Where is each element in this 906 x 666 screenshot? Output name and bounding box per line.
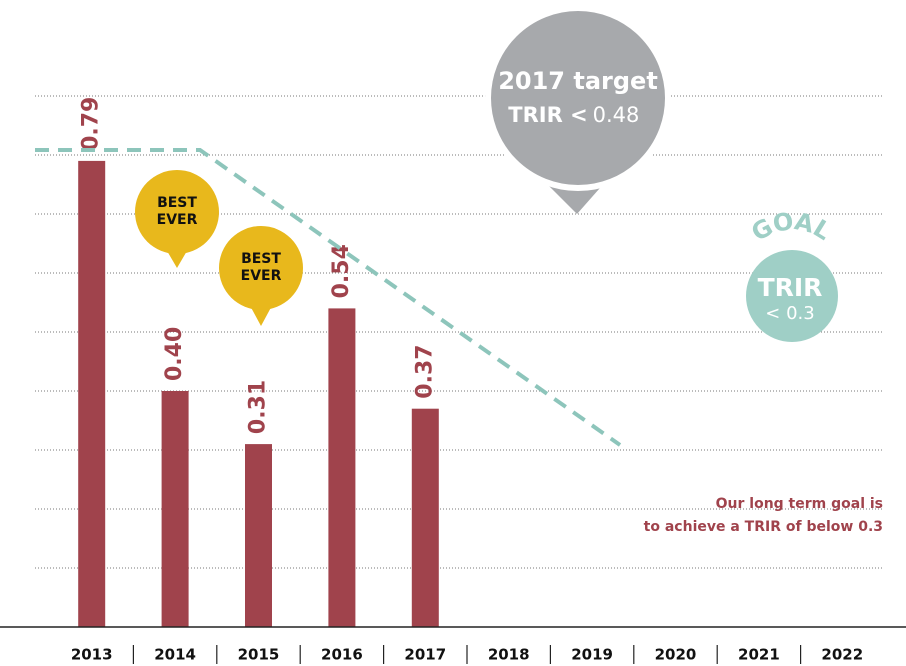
bars: 0.79 0.40 0.31 0.54 0.37 <box>78 97 439 627</box>
value-label: 0.54 <box>329 244 354 298</box>
goal-badge: GOAL TRIR < 0.3 <box>746 207 838 342</box>
value-label: 0.40 <box>162 327 187 381</box>
bar <box>161 391 189 627</box>
bubble-text: BEST <box>157 195 197 211</box>
bar <box>411 408 439 627</box>
value-label: 0.79 <box>79 97 104 151</box>
x-tick-label: 2016 <box>321 646 363 664</box>
best-ever-bubble: BEST EVER <box>219 226 303 326</box>
bar <box>78 160 106 627</box>
bubble-text: EVER <box>241 268 282 284</box>
bubble <box>135 170 219 254</box>
goal-circle <box>746 250 838 342</box>
target-title: 2017 target <box>498 67 658 95</box>
target-trend-line <box>35 148 622 447</box>
note: Our long term goal is <box>716 496 883 512</box>
x-tick-label: 2015 <box>238 646 280 664</box>
bar <box>245 444 272 627</box>
bar <box>328 308 356 627</box>
bubble <box>485 5 671 191</box>
bubble-text: EVER <box>157 212 198 228</box>
x-tick-label: 2020 <box>655 646 697 664</box>
x-tick-label: 2019 <box>571 646 613 664</box>
bubble-text: BEST <box>241 251 281 267</box>
goal-word-path: GOAL <box>747 207 836 247</box>
x-tick-label: 2017 <box>404 646 446 664</box>
x-tick-label: 2018 <box>488 646 530 664</box>
x-tick-label: 2021 <box>738 646 780 664</box>
x-tick-label: 2022 <box>821 646 863 664</box>
value-label: 0.31 <box>246 380 271 434</box>
target-value: 0.48 <box>593 103 640 127</box>
best-ever-bubble: BEST EVER <box>135 170 219 268</box>
target-prefix: TRIR < <box>508 103 587 127</box>
goal-word: GOAL <box>747 207 838 247</box>
x-tick-label: 2013 <box>71 646 113 664</box>
goal-trir: TRIR <box>758 273 823 302</box>
x-tick-label: 2014 <box>154 646 196 664</box>
goal-value: < 0.3 <box>765 303 814 324</box>
bubble <box>219 226 303 310</box>
value-label: 0.37 <box>412 344 437 398</box>
target-bubble: 2017 target TRIR < 0.48 <box>485 5 671 214</box>
note: to achieve a TRIR of below 0.3 <box>644 519 883 535</box>
